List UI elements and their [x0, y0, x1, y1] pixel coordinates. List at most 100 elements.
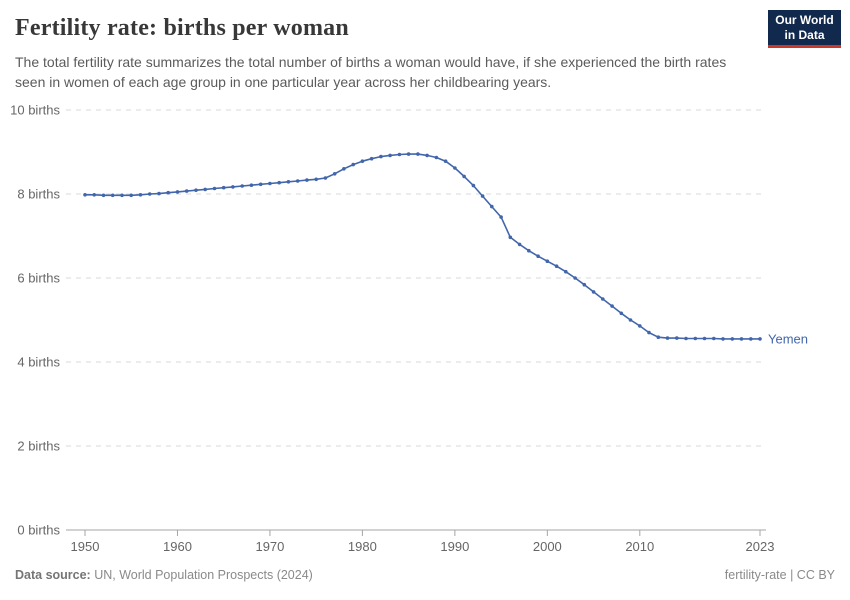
data-point[interactable] — [647, 330, 651, 335]
data-point[interactable] — [758, 337, 762, 341]
data-point[interactable] — [721, 337, 725, 341]
data-point[interactable] — [749, 337, 753, 341]
y-tick-label: 8 births — [17, 187, 60, 202]
data-point[interactable] — [221, 185, 226, 190]
data-point[interactable] — [564, 269, 568, 274]
owid-logo-line2: in Data — [784, 28, 825, 42]
data-point[interactable] — [249, 183, 254, 187]
data-point[interactable] — [582, 282, 587, 287]
line-chart-svg[interactable]: 0 births 2 births 4 births 6 births 8 births… — [0, 95, 850, 555]
data-point[interactable] — [499, 215, 503, 219]
owid-logo-line1: Our World — [775, 13, 834, 27]
fertility-line-chart[interactable]: 0 births 2 births 4 births 6 births 8 births… — [0, 95, 850, 555]
yemen-line[interactable] — [84, 153, 761, 340]
data-point[interactable] — [675, 336, 679, 340]
x-tick-label: 1950 — [71, 539, 100, 554]
data-point[interactable] — [277, 180, 282, 185]
data-point[interactable] — [120, 193, 124, 198]
data-point[interactable] — [194, 188, 198, 192]
data-point[interactable] — [453, 166, 457, 170]
data-point[interactable] — [138, 193, 143, 197]
data-point[interactable] — [166, 190, 170, 195]
x-tick-label: 2010 — [625, 539, 654, 554]
x-tick-label: 1990 — [440, 539, 469, 554]
data-point[interactable] — [665, 336, 670, 340]
data-point[interactable] — [601, 297, 605, 301]
data-point[interactable] — [83, 193, 87, 197]
chart-title: Fertility rate: births per woman — [15, 15, 349, 41]
data-point[interactable] — [92, 193, 96, 197]
data-point[interactable] — [730, 337, 735, 341]
data-point[interactable] — [157, 191, 161, 196]
y-tick-label: 6 births — [17, 271, 60, 286]
x-tick-label: 1980 — [348, 539, 377, 554]
data-point[interactable] — [462, 174, 466, 179]
data-point[interactable] — [480, 194, 485, 198]
data-point[interactable] — [443, 159, 448, 163]
data-point[interactable] — [628, 318, 633, 322]
y-tick-label: 2 births — [17, 439, 60, 454]
y-tick-label: 4 births — [17, 355, 60, 370]
data-point[interactable] — [573, 276, 577, 280]
data-point[interactable] — [702, 336, 707, 341]
data-point[interactable] — [268, 181, 272, 186]
data-point[interactable] — [425, 153, 429, 158]
data-point[interactable] — [434, 155, 439, 160]
data-point[interactable] — [240, 184, 244, 188]
data-point[interactable] — [295, 179, 300, 183]
data-source-label: Data source: — [15, 568, 91, 582]
data-point[interactable] — [360, 159, 365, 163]
data-point[interactable] — [610, 304, 614, 308]
data-point[interactable] — [490, 204, 494, 209]
data-point[interactable] — [351, 162, 356, 167]
data-point[interactable] — [342, 167, 346, 171]
data-point[interactable] — [554, 264, 559, 268]
data-point[interactable] — [388, 153, 392, 158]
data-point[interactable] — [517, 242, 522, 247]
data-point[interactable] — [203, 187, 207, 192]
y-tick-label: 0 births — [17, 523, 60, 538]
chart-footer: Data source: UN, World Population Prospe… — [15, 568, 835, 582]
data-point[interactable] — [739, 337, 744, 341]
data-point[interactable] — [147, 192, 152, 196]
data-point[interactable] — [258, 182, 263, 187]
x-tick-label: 2023 — [746, 539, 775, 554]
data-point[interactable] — [508, 235, 513, 240]
data-point[interactable] — [591, 290, 596, 294]
data-point[interactable] — [545, 259, 550, 263]
data-point[interactable] — [286, 180, 291, 184]
data-point[interactable] — [527, 248, 531, 253]
data-point[interactable] — [619, 311, 624, 316]
data-point[interactable] — [212, 186, 217, 191]
y-tick-label: 10 births — [10, 103, 60, 118]
x-tick-label: 1960 — [163, 539, 192, 554]
data-point[interactable] — [323, 176, 328, 180]
data-point[interactable] — [684, 336, 688, 341]
data-point[interactable] — [693, 336, 698, 341]
data-point[interactable] — [536, 254, 540, 258]
footer-attribution: fertility-rate | CC BY — [724, 568, 835, 582]
data-point[interactable] — [101, 193, 106, 198]
data-point[interactable] — [110, 193, 115, 198]
x-tick-label: 1970 — [255, 539, 284, 554]
data-point[interactable] — [712, 336, 716, 341]
data-point[interactable] — [175, 190, 180, 194]
data-point[interactable] — [369, 156, 374, 161]
data-point[interactable] — [184, 189, 189, 193]
data-point[interactable] — [305, 178, 309, 182]
data-point[interactable] — [416, 152, 420, 156]
data-point[interactable] — [129, 193, 133, 198]
data-point[interactable] — [656, 335, 661, 339]
data-point[interactable] — [471, 183, 476, 188]
data-point[interactable] — [231, 185, 235, 189]
owid-logo[interactable]: Our World in Data — [768, 10, 841, 48]
data-point[interactable] — [379, 154, 383, 159]
data-point[interactable] — [638, 324, 642, 328]
data-point[interactable] — [406, 152, 411, 156]
chart-subtitle: The total fertility rate summarizes the … — [15, 54, 727, 90]
series-label[interactable]: Yemen — [768, 331, 808, 346]
data-point[interactable] — [397, 152, 402, 157]
data-point[interactable] — [332, 172, 337, 176]
data-point[interactable] — [314, 177, 319, 182]
